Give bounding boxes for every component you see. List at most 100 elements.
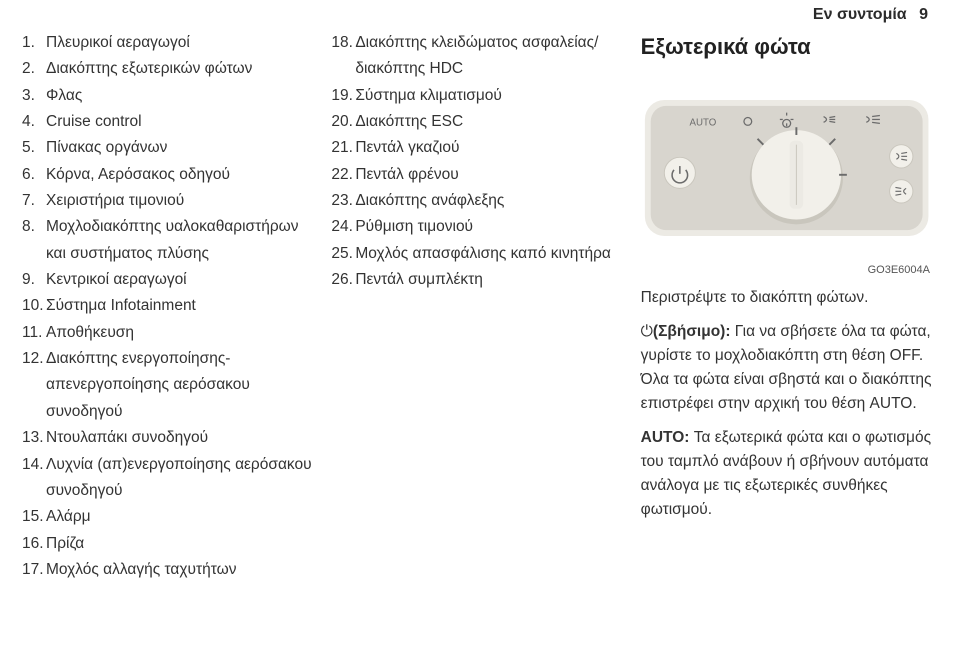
list-item-text: Πρίζα xyxy=(46,531,313,557)
list-item: 18.Διακόπτης κλειδώματος ασφαλείας/διακό… xyxy=(331,30,622,83)
list-item-number: 23. xyxy=(331,188,355,214)
list-item-text: Κόρνα, Αερόσακος οδηγού xyxy=(46,162,313,188)
list-item-number: 14. xyxy=(22,452,46,478)
list-item-number: 6. xyxy=(22,162,46,188)
list-item-number: 9. xyxy=(22,267,46,293)
list-item-text: Λυχνία (απ)ενεργοποίησης αερόσακου συνοδ… xyxy=(46,452,313,505)
list-item-text: Πεντάλ φρένου xyxy=(355,162,622,188)
list-item-text: Φλας xyxy=(46,83,313,109)
body-p3-lead: AUTO: xyxy=(641,429,690,446)
list-item: 19.Σύστημα κλιματισμού xyxy=(331,83,622,109)
list-item: 6.Κόρνα, Αερόσακος οδηγού xyxy=(22,162,313,188)
list-item: 4.Cruise control xyxy=(22,109,313,135)
list-item-text: Διακόπτης ESC xyxy=(355,109,622,135)
list-item-number: 7. xyxy=(22,188,46,214)
list-item: 16.Πρίζα xyxy=(22,531,313,557)
list-item: 10.Σύστημα Infotainment xyxy=(22,293,313,319)
body-p3: AUTO: Τα εξωτερικά φώτα και ο φωτισμός τ… xyxy=(641,426,932,522)
list-item: 15.Αλάρμ xyxy=(22,504,313,530)
list-item-text: Αλάρμ xyxy=(46,504,313,530)
page-number: 9 xyxy=(919,6,928,23)
list-item-number: 20. xyxy=(331,109,355,135)
column-1: 1.Πλευρικοί αεραγωγοί2.Διακόπτης εξωτερι… xyxy=(22,30,331,641)
list-item-text: Ρύθμιση τιμονιού xyxy=(355,214,622,240)
list-item-number: 25. xyxy=(331,241,355,267)
list-item: 17.Μοχλός αλλαγής ταχυτήτων xyxy=(22,557,313,583)
list-item: 8.Μοχλοδιακόπτης υαλοκαθαριστήρων και συ… xyxy=(22,214,313,267)
list-item-number: 12. xyxy=(22,346,46,372)
body-p2-lead: (Σβήσιμο): xyxy=(653,323,731,340)
list-item: 13.Ντουλαπάκι συνοδηγού xyxy=(22,425,313,451)
list-item-number: 5. xyxy=(22,135,46,161)
list-item: 20.Διακόπτης ESC xyxy=(331,109,622,135)
list-item: 1.Πλευρικοί αεραγωγοί xyxy=(22,30,313,56)
list-item-number: 18. xyxy=(331,30,355,56)
list-col2: 18.Διακόπτης κλειδώματος ασφαλείας/διακό… xyxy=(331,30,622,293)
light-switch-svg: AUTO xyxy=(641,78,932,258)
list-item-text: Πεντάλ γκαζιού xyxy=(355,135,622,161)
list-item-number: 22. xyxy=(331,162,355,188)
list-item: 23.Διακόπτης ανάφλεξης xyxy=(331,188,622,214)
list-item-text: Διακόπτης κλειδώματος ασφαλείας/διακόπτη… xyxy=(355,30,622,83)
power-symbol: ⏻ xyxy=(641,323,653,340)
list-item: 22.Πεντάλ φρένου xyxy=(331,162,622,188)
exterior-lights-heading: Εξωτερικά φώτα xyxy=(641,34,932,60)
column-2: 18.Διακόπτης κλειδώματος ασφαλείας/διακό… xyxy=(331,30,640,641)
list-item: 11.Αποθήκευση xyxy=(22,320,313,346)
list-item-text: Πεντάλ συμπλέκτη xyxy=(355,267,622,293)
list-item-number: 4. xyxy=(22,109,46,135)
section-title: Εν συντομία xyxy=(813,6,907,23)
list-item-text: Cruise control xyxy=(46,109,313,135)
label-auto: AUTO xyxy=(689,117,716,128)
list-item-number: 11. xyxy=(22,320,46,346)
list-item-number: 1. xyxy=(22,30,46,56)
columns: 1.Πλευρικοί αεραγωγοί2.Διακόπτης εξωτερι… xyxy=(22,18,932,641)
list-item-number: 26. xyxy=(331,267,355,293)
list-item-text: Χειριστήρια τιμονιού xyxy=(46,188,313,214)
list-item: 5.Πίνακας οργάνων xyxy=(22,135,313,161)
list-item-number: 19. xyxy=(331,83,355,109)
page: Εν συντομία 9 1.Πλευρικοί αεραγωγοί2.Δια… xyxy=(0,0,960,659)
list-item-text: Ντουλαπάκι συνοδηγού xyxy=(46,425,313,451)
list-item: 9.Κεντρικοί αεραγωγοί xyxy=(22,267,313,293)
list-item-number: 13. xyxy=(22,425,46,451)
figure-code: GO3E6004A xyxy=(641,264,932,276)
list-item: 14.Λυχνία (απ)ενεργοποίησης αερόσακου συ… xyxy=(22,452,313,505)
list-item-text: Σύστημα Infotainment xyxy=(46,293,313,319)
list-item-number: 3. xyxy=(22,83,46,109)
list-item: 21.Πεντάλ γκαζιού xyxy=(331,135,622,161)
list-item-text: Μοχλός αλλαγής ταχυτήτων xyxy=(46,557,313,583)
list-item: 26.Πεντάλ συμπλέκτη xyxy=(331,267,622,293)
list-item-text: Διακόπτης ενεργοποίησης-απενεργοποίησης … xyxy=(46,346,313,425)
list-item: 2.Διακόπτης εξωτερικών φώτων xyxy=(22,56,313,82)
list-item-number: 21. xyxy=(331,135,355,161)
body-p1: Περιστρέψτε το διακόπτη φώτων. xyxy=(641,286,932,310)
list-item-text: Πίνακας οργάνων xyxy=(46,135,313,161)
column-3: Εξωτερικά φώτα AUTO xyxy=(641,30,932,641)
page-header: Εν συντομία 9 xyxy=(813,6,928,24)
list-item-text: Πλευρικοί αεραγωγοί xyxy=(46,30,313,56)
list-item: 12.Διακόπτης ενεργοποίησης-απενεργοποίησ… xyxy=(22,346,313,425)
list-item: 24.Ρύθμιση τιμονιού xyxy=(331,214,622,240)
list-item-text: Αποθήκευση xyxy=(46,320,313,346)
list-item-text: Μοχλοδιακόπτης υαλοκαθαριστήρων και συστ… xyxy=(46,214,313,267)
list-item-number: 16. xyxy=(22,531,46,557)
body-p2: ⏻(Σβήσιμο): Για να σβήσετε όλα τα φώτα, … xyxy=(641,320,932,416)
list-item-number: 24. xyxy=(331,214,355,240)
list-item: 25.Μοχλός απασφάλισης καπό κινητήρα xyxy=(331,241,622,267)
list-item-text: Κεντρικοί αεραγωγοί xyxy=(46,267,313,293)
list-item-text: Διακόπτης εξωτερικών φώτων xyxy=(46,56,313,82)
list-item-text: Μοχλός απασφάλισης καπό κινητήρα xyxy=(355,241,622,267)
light-switch-diagram: AUTO xyxy=(641,78,932,258)
list-item: 3.Φλας xyxy=(22,83,313,109)
list-item-number: 10. xyxy=(22,293,46,319)
list-col1: 1.Πλευρικοί αεραγωγοί2.Διακόπτης εξωτερι… xyxy=(22,30,313,583)
list-item-number: 2. xyxy=(22,56,46,82)
list-item: 7.Χειριστήρια τιμονιού xyxy=(22,188,313,214)
list-item-number: 17. xyxy=(22,557,46,583)
list-item-number: 8. xyxy=(22,214,46,240)
body-text: Περιστρέψτε το διακόπτη φώτων. ⏻(Σβήσιμο… xyxy=(641,286,932,522)
list-item-text: Σύστημα κλιματισμού xyxy=(355,83,622,109)
list-item-number: 15. xyxy=(22,504,46,530)
list-item-text: Διακόπτης ανάφλεξης xyxy=(355,188,622,214)
